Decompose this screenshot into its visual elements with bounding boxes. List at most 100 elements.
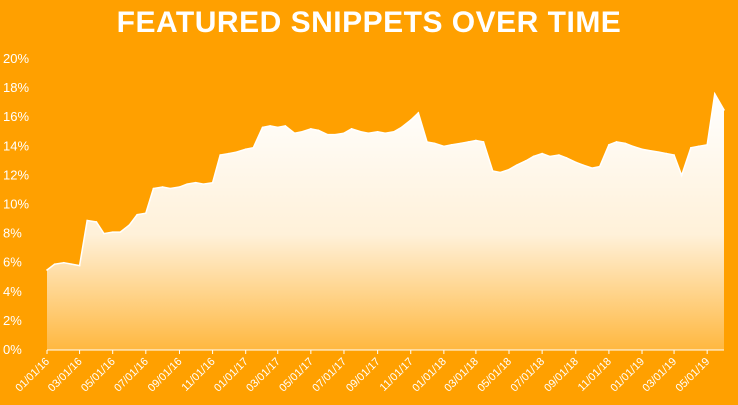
data-point [515, 164, 518, 167]
data-point [78, 264, 81, 267]
x-tick-label: 11/01/18 [576, 356, 614, 394]
data-point [433, 142, 436, 145]
data-point [450, 144, 453, 146]
data-point [384, 132, 387, 135]
data-point [310, 128, 312, 130]
data-point [244, 148, 247, 151]
data-point [624, 142, 626, 145]
data-point [475, 139, 477, 142]
data-point [145, 212, 147, 215]
data-point [598, 165, 601, 168]
data-point [211, 181, 214, 184]
data-point [350, 128, 353, 130]
x-tick-label: 09/01/17 [344, 356, 383, 395]
x-tick-label: 09/01/18 [542, 356, 581, 395]
chart-title: FEATURED SNIPPETS OVER TIME [116, 6, 622, 39]
data-point [128, 224, 131, 226]
x-tick-label: 01/01/16 [13, 356, 52, 395]
data-point [334, 133, 337, 136]
data-point [95, 221, 98, 223]
y-tick-label: 18% [3, 80, 29, 95]
data-point [301, 130, 303, 133]
data-point [70, 263, 73, 265]
x-tick-label: 01/01/17 [212, 356, 251, 395]
x-axis: 01/01/1603/01/1605/01/1607/01/1609/01/16… [13, 349, 724, 395]
y-tick-label: 0% [3, 342, 22, 357]
data-point [631, 145, 634, 148]
y-tick-label: 20% [3, 51, 29, 66]
data-point [103, 232, 105, 235]
data-point [641, 148, 643, 151]
data-point [482, 141, 485, 143]
y-tick-label: 4% [3, 284, 22, 299]
data-point [119, 231, 122, 233]
data-point [367, 132, 370, 135]
data-point [582, 164, 585, 167]
data-point [376, 130, 379, 133]
data-point [532, 155, 535, 158]
data-point [558, 154, 560, 156]
area-series-0 [47, 93, 724, 351]
data-point [680, 174, 683, 177]
data-point [186, 183, 188, 185]
data-point [615, 141, 618, 143]
y-axis: 0% 2% 4% 6% 8% 10% 12% 14% 16% 18% 20% [3, 51, 29, 357]
data-point [46, 269, 48, 271]
x-tick-label: 05/01/17 [277, 356, 316, 395]
data-point [252, 146, 255, 149]
data-point [723, 109, 725, 111]
x-tick-label: 01/01/18 [410, 356, 449, 395]
x-tick-label: 07/01/16 [112, 356, 151, 395]
x-tick-label: 11/01/16 [180, 356, 218, 394]
y-tick-label: 14% [3, 138, 29, 153]
x-tick-label: 07/01/18 [508, 356, 547, 395]
data-point [548, 155, 551, 158]
data-point [508, 168, 510, 171]
data-point [426, 141, 428, 143]
x-tick-label: 09/01/16 [146, 356, 185, 395]
data-point [317, 129, 320, 132]
data-point [443, 145, 445, 148]
data-point [53, 263, 56, 265]
data-point [525, 160, 527, 162]
y-tick-label: 2% [3, 313, 22, 328]
x-tick-label: 05/01/18 [475, 356, 514, 395]
data-point [400, 126, 403, 129]
x-tick-label: 05/01/16 [79, 356, 118, 395]
x-tick-label: 07/01/17 [310, 356, 349, 395]
data-point [608, 144, 610, 146]
data-point [574, 161, 577, 164]
data-point [202, 183, 205, 185]
data-point [565, 157, 568, 159]
data-point [697, 145, 700, 148]
data-point [194, 181, 197, 184]
data-point [648, 149, 651, 152]
data-point [658, 151, 660, 153]
data-point [360, 130, 362, 133]
data-point [86, 219, 88, 222]
data-point [293, 132, 296, 135]
data-point [665, 152, 668, 155]
data-point [417, 112, 420, 114]
x-tick-label: 03/01/17 [244, 356, 283, 395]
x-tick-label: 05/01/19 [674, 356, 713, 395]
data-point [541, 152, 543, 155]
data-point [169, 187, 172, 190]
data-point [491, 170, 494, 172]
data-point [713, 93, 716, 95]
data-point [219, 154, 221, 156]
data-point [63, 261, 65, 264]
x-tick-label: 03/01/18 [442, 356, 481, 395]
y-tick-label: 10% [3, 197, 29, 212]
data-point [409, 119, 412, 121]
data-point [343, 132, 345, 135]
data-point [269, 125, 271, 127]
data-point [136, 213, 138, 216]
data-point [591, 167, 593, 169]
x-tick-label: 01/01/19 [608, 356, 647, 395]
data-point [690, 146, 692, 149]
x-tick-label: 11/01/17 [378, 356, 416, 394]
data-point [228, 152, 230, 155]
